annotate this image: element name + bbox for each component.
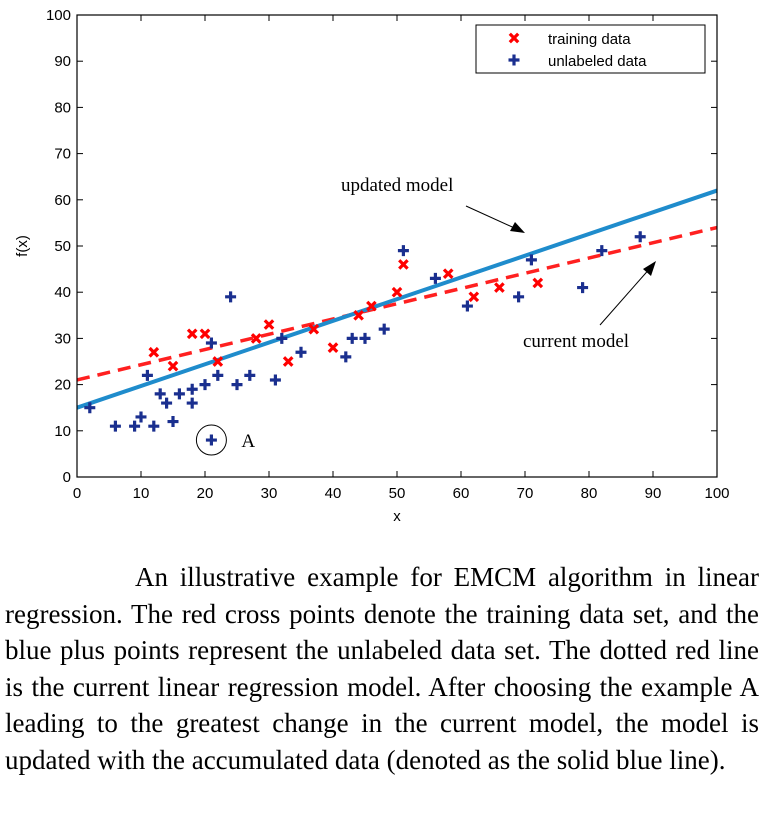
training-point <box>366 300 377 312</box>
highlight-circle <box>195 424 227 456</box>
x-tick-label: 0 <box>73 485 81 502</box>
unlabeled-point <box>148 420 160 432</box>
training-point <box>494 282 505 293</box>
unlabeled-point <box>359 332 371 344</box>
unlabeled-point <box>205 434 217 446</box>
x-tick-label: 80 <box>581 485 598 502</box>
y-tick-label: 0 <box>63 469 71 486</box>
unlabeled-point <box>295 346 307 358</box>
y-tick-label: 10 <box>54 423 71 440</box>
y-tick-label: 90 <box>54 53 71 70</box>
training-point <box>282 356 294 367</box>
x-tick-label: 20 <box>197 485 214 502</box>
training-point <box>468 291 480 303</box>
unlabeled-point <box>577 282 589 294</box>
legend-label-training: training data <box>548 31 631 48</box>
training-point <box>532 277 544 289</box>
x-tick-label: 70 <box>517 485 534 502</box>
unlabeled-point <box>596 245 608 257</box>
training-point <box>186 328 198 340</box>
training-point <box>327 342 339 353</box>
updated-model-line <box>76 188 718 410</box>
legend-plus-icon <box>508 54 520 66</box>
y-axis-label: f(x) <box>14 235 31 257</box>
training-point <box>263 319 275 330</box>
x-tick-label: 10 <box>133 485 150 502</box>
legend-x-icon <box>508 32 520 44</box>
y-tick-label: 20 <box>54 377 71 394</box>
unlabeled-point <box>513 291 525 303</box>
unlabeled-point <box>525 254 537 266</box>
unlabeled-point <box>154 388 166 400</box>
unlabeled-point <box>397 245 409 257</box>
unlabeled-point <box>173 388 185 400</box>
unlabeled-point <box>276 332 288 344</box>
y-tick-label: 100 <box>46 7 71 24</box>
x-tick-label: 60 <box>453 485 470 502</box>
plot-frame <box>76 14 718 478</box>
training-point <box>442 268 454 280</box>
x-tick-label: 50 <box>389 485 406 502</box>
unlabeled-point <box>212 369 224 381</box>
unlabeled-point <box>634 231 646 243</box>
scatter-chart: 0 10 20 30 40 50 60 70 80 90 100 0 10 20 30 40 50 60 70 80 9… <box>14 7 730 525</box>
unlabeled-point <box>378 323 390 335</box>
unlabeled-point <box>225 291 237 303</box>
legend: training data unlabeled data <box>475 24 706 74</box>
legend-marker-unlabeled <box>508 54 520 66</box>
x-tick-label: 90 <box>645 485 662 502</box>
x-tick-label: 100 <box>704 485 729 502</box>
x-axis-label: x <box>393 508 401 525</box>
unlabeled-point <box>186 397 198 409</box>
unlabeled-point <box>84 402 96 414</box>
unlabeled-point <box>199 379 211 391</box>
training-point <box>167 360 179 372</box>
x-tick-label: 40 <box>325 485 342 502</box>
unlabeled-point <box>340 351 352 363</box>
current-model-arrow <box>599 265 653 326</box>
y-tick-label: 60 <box>54 192 71 209</box>
legend-label-unlabeled: unlabeled data <box>548 53 647 70</box>
training-point <box>212 356 224 367</box>
unlabeled-point <box>346 332 358 344</box>
unlabeled-point <box>231 379 243 391</box>
unlabeled-point <box>205 337 217 349</box>
unlabeled-point <box>461 300 473 312</box>
updated-model-annotation: updated model <box>341 175 453 196</box>
current-model-annotation: current model <box>523 331 629 352</box>
highlight-label-a: A <box>241 431 255 452</box>
unlabeled-point <box>167 416 179 428</box>
updated-model-arrow <box>465 205 522 232</box>
current-model-line <box>76 225 718 382</box>
unlabeled-point <box>429 272 441 284</box>
figure-caption: An illustrative example for EMCM algorit… <box>5 562 759 775</box>
unlabeled-point <box>129 420 141 432</box>
unlabeled-point <box>269 374 281 386</box>
training-point <box>308 323 320 335</box>
y-tick-label: 40 <box>54 284 71 301</box>
training-point <box>250 333 262 344</box>
y-tick-label: 70 <box>54 146 71 163</box>
unlabeled-point <box>135 411 147 423</box>
x-tick-label: 30 <box>261 485 278 502</box>
updated-model-arrowhead <box>510 222 525 233</box>
training-point <box>148 346 160 358</box>
y-tick-label: 80 <box>54 99 71 116</box>
unlabeled-point <box>141 369 153 381</box>
training-point <box>398 259 409 270</box>
current-model-arrowhead <box>643 261 656 276</box>
y-tick-label: 50 <box>54 238 71 255</box>
unlabeled-point <box>109 420 121 432</box>
training-point <box>199 328 211 340</box>
legend-marker-training <box>508 32 520 44</box>
training-point <box>353 309 364 321</box>
unlabeled-point <box>186 383 198 395</box>
y-tick-label: 30 <box>54 330 71 347</box>
training-point <box>391 286 403 298</box>
unlabeled-point <box>161 397 173 409</box>
unlabeled-point <box>244 369 256 381</box>
